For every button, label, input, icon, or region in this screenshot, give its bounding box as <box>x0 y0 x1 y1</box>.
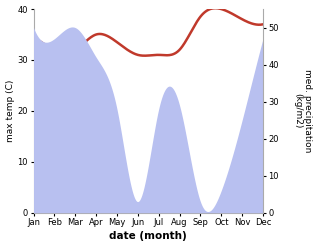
Y-axis label: med. precipitation
(kg/m2): med. precipitation (kg/m2) <box>293 69 313 153</box>
X-axis label: date (month): date (month) <box>109 231 187 242</box>
Y-axis label: max temp (C): max temp (C) <box>5 80 15 142</box>
